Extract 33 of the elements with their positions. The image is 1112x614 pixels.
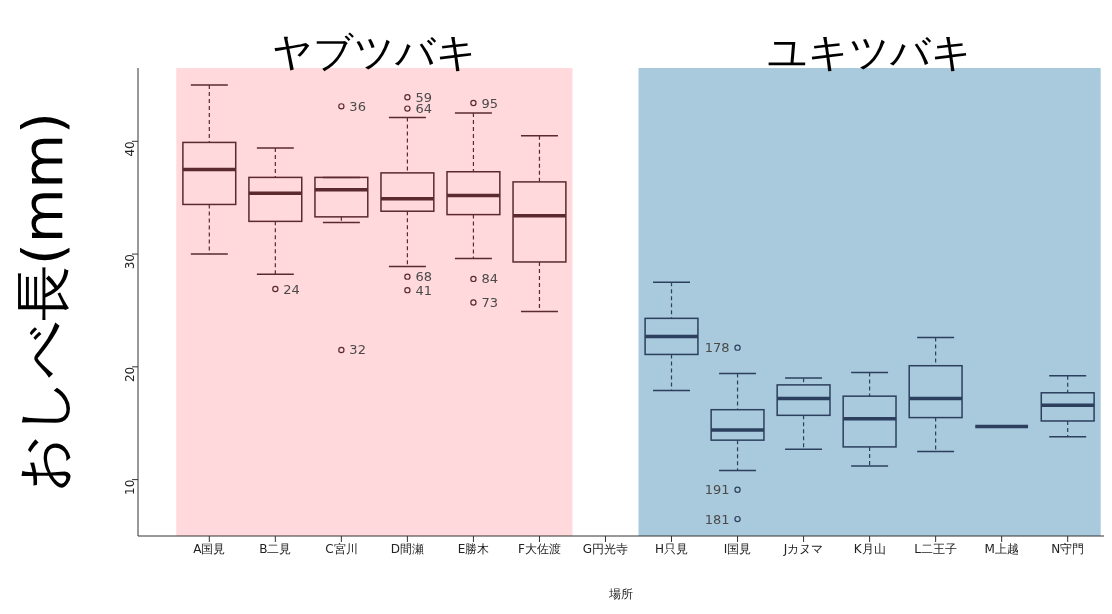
annotation: 84 — [481, 271, 498, 287]
annotation: 36 — [349, 98, 366, 114]
band-label: ユキツバキ — [767, 29, 973, 75]
x-tick-label: D間瀬 — [390, 541, 425, 556]
annotation: 24 — [283, 281, 300, 297]
x-tick-label: F大佐渡 — [518, 541, 561, 556]
x-tick-label: H只見 — [655, 541, 689, 556]
y-tick-label: 20 — [123, 366, 138, 383]
annotation: 32 — [349, 342, 366, 358]
y-tick-label: 40 — [123, 141, 138, 157]
y-tick-label: 30 — [123, 254, 138, 270]
x-tick-label: L二王子 — [914, 541, 957, 556]
annotation: 95 — [481, 95, 498, 111]
x-tick-label: E勝木 — [457, 541, 490, 556]
x-tick-label: N守門 — [1051, 541, 1085, 556]
x-tick-label: M上越 — [984, 541, 1019, 556]
x-tick-label: G円光寺 — [582, 541, 629, 556]
annotation: 191 — [704, 482, 730, 498]
x-tick-label: K月山 — [853, 541, 886, 556]
x-tick-label: B二見 — [259, 541, 292, 556]
x-tick-label: Jカヌマ — [782, 541, 824, 556]
x-tick-label: C宮川 — [325, 541, 358, 556]
band-label: ヤブツバキ — [271, 29, 477, 75]
y-tick-label: 10 — [123, 479, 138, 495]
x-tick-label: I国見 — [723, 541, 752, 556]
y-axis-title: おしべ長(mm) — [9, 112, 75, 492]
annotation: 178 — [704, 340, 730, 356]
annotation: 73 — [481, 295, 498, 311]
annotation: 181 — [704, 511, 730, 527]
x-axis-title: 場所 — [608, 587, 633, 601]
annotation: 68 — [415, 269, 432, 285]
x-tick-label: A国見 — [193, 541, 226, 556]
annotation: 41 — [415, 282, 432, 298]
